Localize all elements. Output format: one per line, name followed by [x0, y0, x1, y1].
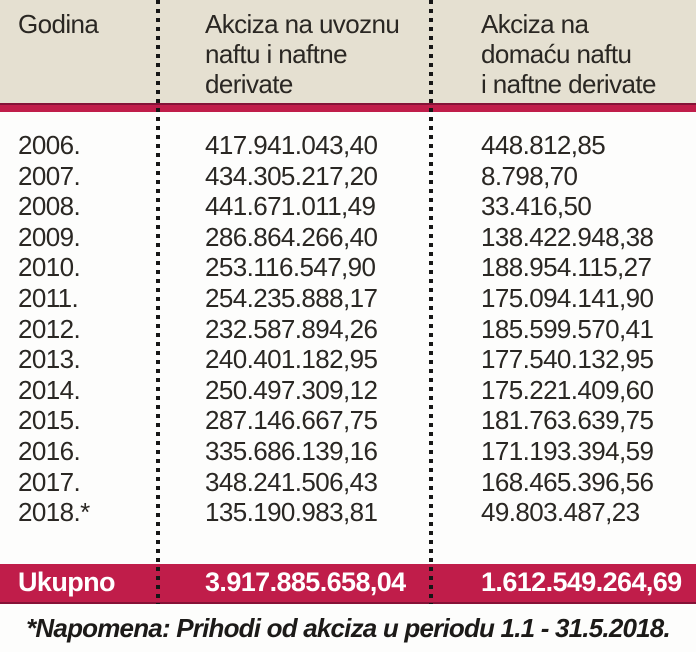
domestic-value-cell: 177.540.132,95 — [481, 344, 654, 375]
total-domestic-value: 1.612.549.264,69 — [481, 567, 682, 597]
import-value-cell: 232.587.894,26 — [205, 313, 378, 344]
import-value-cell: 348.241.506,43 — [205, 466, 378, 497]
table-row: 2009. 286.864.266,40 138.422.948,38 — [0, 222, 696, 253]
import-value-cell: 287.146.667,75 — [205, 405, 378, 436]
year-cell: 2009. — [18, 221, 81, 252]
column-separator-1 — [156, 0, 160, 604]
total-import-value: 3.917.885.658,04 — [205, 567, 406, 597]
domestic-excise-header-line: domaću naftu — [481, 39, 632, 69]
column-separator-2 — [429, 0, 433, 604]
import-value-cell: 135.190.983,81 — [205, 497, 378, 528]
import-value-cell: 335.686.139,16 — [205, 435, 378, 466]
table-row: 2017. 348.241.506,43 168.465.396,56 — [0, 467, 696, 498]
table-row: 2012. 232.587.894,26 185.599.570,41 — [0, 314, 696, 345]
year-column-header: Godina — [18, 9, 99, 39]
import-value-cell: 254.235.888,17 — [205, 282, 378, 313]
import-excise-header-line: naftu i naftne — [205, 39, 348, 69]
domestic-excise-column-header: Akciza na domaću naftu i naftne derivate — [481, 9, 696, 103]
table-row: 2015. 287.146.667,75 181.763.639,75 — [0, 405, 696, 436]
import-value-cell: 434.305.217,20 — [205, 160, 378, 191]
year-cell: 2011. — [18, 282, 79, 313]
year-cell: 2010. — [18, 252, 81, 283]
year-cell: 2012. — [18, 313, 81, 344]
header-divider — [0, 103, 696, 112]
table-body: 2006. 417.941.043,40 448.812,85 2007. 43… — [0, 130, 696, 528]
year-cell: 2007. — [18, 160, 81, 191]
table-header: Godina Akciza na uvoznu naftu i naftne d… — [0, 0, 696, 103]
table-row: 2018.* 135.190.983,81 49.803.487,23 — [0, 497, 696, 528]
import-value-cell: 240.401.182,95 — [205, 344, 378, 375]
table-row: 2016. 335.686.139,16 171.193.394,59 — [0, 436, 696, 467]
table-row: 2007. 434.305.217,20 8.798,70 — [0, 161, 696, 192]
year-cell: 2017. — [18, 466, 81, 497]
domestic-value-cell: 168.465.396,56 — [481, 466, 654, 497]
domestic-value-cell: 188.954.115,27 — [481, 252, 652, 283]
total-label: Ukupno — [18, 567, 115, 597]
domestic-excise-header-line: i naftne derivate — [481, 69, 656, 99]
table-row: 2008. 441.671.011,49 33.416,50 — [0, 191, 696, 222]
domestic-value-cell: 185.599.570,41 — [481, 313, 654, 344]
domestic-value-cell: 171.193.394,59 — [481, 435, 654, 466]
table-row: 2006. 417.941.043,40 448.812,85 — [0, 130, 696, 161]
import-excise-header-line: Akciza na uvoznu — [205, 9, 400, 39]
domestic-value-cell: 175.094.141,90 — [481, 282, 654, 313]
domestic-value-cell: 181.763.639,75 — [481, 405, 654, 436]
domestic-value-cell: 448.812,85 — [481, 130, 606, 160]
year-cell: 2018.* — [18, 497, 90, 528]
import-value-cell: 250.497.309,12 — [205, 374, 378, 405]
import-value-cell: 286.864.266,40 — [205, 221, 378, 252]
import-excise-column-header: Akciza na uvoznu naftu i naftne derivate — [205, 9, 481, 103]
table-row: 2011. 254.235.888,17 175.094.141,90 — [0, 283, 696, 314]
import-excise-header-line: derivate — [205, 69, 293, 99]
year-cell: 2006. — [18, 130, 81, 160]
domestic-value-cell: 138.422.948,38 — [481, 221, 654, 252]
footnote: *Napomena: Prihodi od akciza u periodu 1… — [26, 613, 671, 643]
year-cell: 2013. — [18, 344, 81, 375]
table-row: 2013. 240.401.182,95 177.540.132,95 — [0, 344, 696, 375]
table-row: 2010. 253.116.547,90 188.954.115,27 — [0, 252, 696, 283]
import-value-cell: 417.941.043,40 — [205, 130, 378, 160]
total-row: Ukupno 3.917.885.658,04 1.612.549.264,69 — [0, 564, 696, 604]
table-row: 2014. 250.497.309,12 175.221.409,60 — [0, 375, 696, 406]
domestic-excise-header-line: Akciza na — [481, 9, 589, 39]
year-cell: 2016. — [18, 435, 81, 466]
domestic-value-cell: 33.416,50 — [481, 191, 592, 222]
domestic-value-cell: 8.798,70 — [481, 160, 578, 191]
import-value-cell: 441.671.011,49 — [205, 191, 376, 222]
domestic-value-cell: 175.221.409,60 — [481, 374, 654, 405]
domestic-value-cell: 49.803.487,23 — [481, 497, 640, 528]
year-cell: 2015. — [18, 405, 81, 436]
year-cell: 2008. — [18, 191, 81, 222]
year-cell: 2014. — [18, 374, 81, 405]
import-value-cell: 253.116.547,90 — [205, 252, 376, 283]
